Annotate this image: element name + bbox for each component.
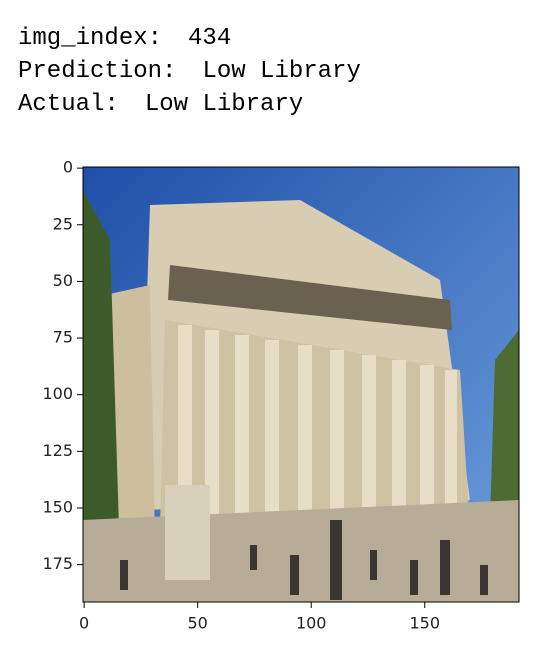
x-tick-label: 50 [187,614,207,633]
y-tick-label: 150 [42,497,73,516]
line-value: 434 [188,25,232,52]
line-value: Low Library [202,58,361,85]
y-tick-label: 175 [42,554,73,573]
x-tick-label: 0 [79,614,89,633]
output-line: img_index: 434 [18,22,361,55]
line-value: Low Library [144,91,304,118]
y-tick-label: 100 [42,384,73,403]
y-tick-label: 50 [53,271,73,290]
line-label: Prediction: [18,58,177,85]
y-tick-label: 0 [63,158,73,177]
line-label: Actual: [18,91,119,118]
y-tick-label: 25 [53,214,73,233]
output-line: Prediction: Low Library [18,55,361,88]
text-output: img_index: 434 Prediction: Low Library Act… [18,22,361,121]
y-tick-label: 75 [53,328,73,347]
axes-frame [82,166,520,603]
y-tick-label: 125 [42,441,73,460]
photo [83,167,519,602]
output-line: Actual: Low Library [18,88,361,121]
x-tick-label: 100 [296,614,327,633]
x-tick-label: 150 [409,614,440,633]
line-label: img_index: [18,25,163,52]
